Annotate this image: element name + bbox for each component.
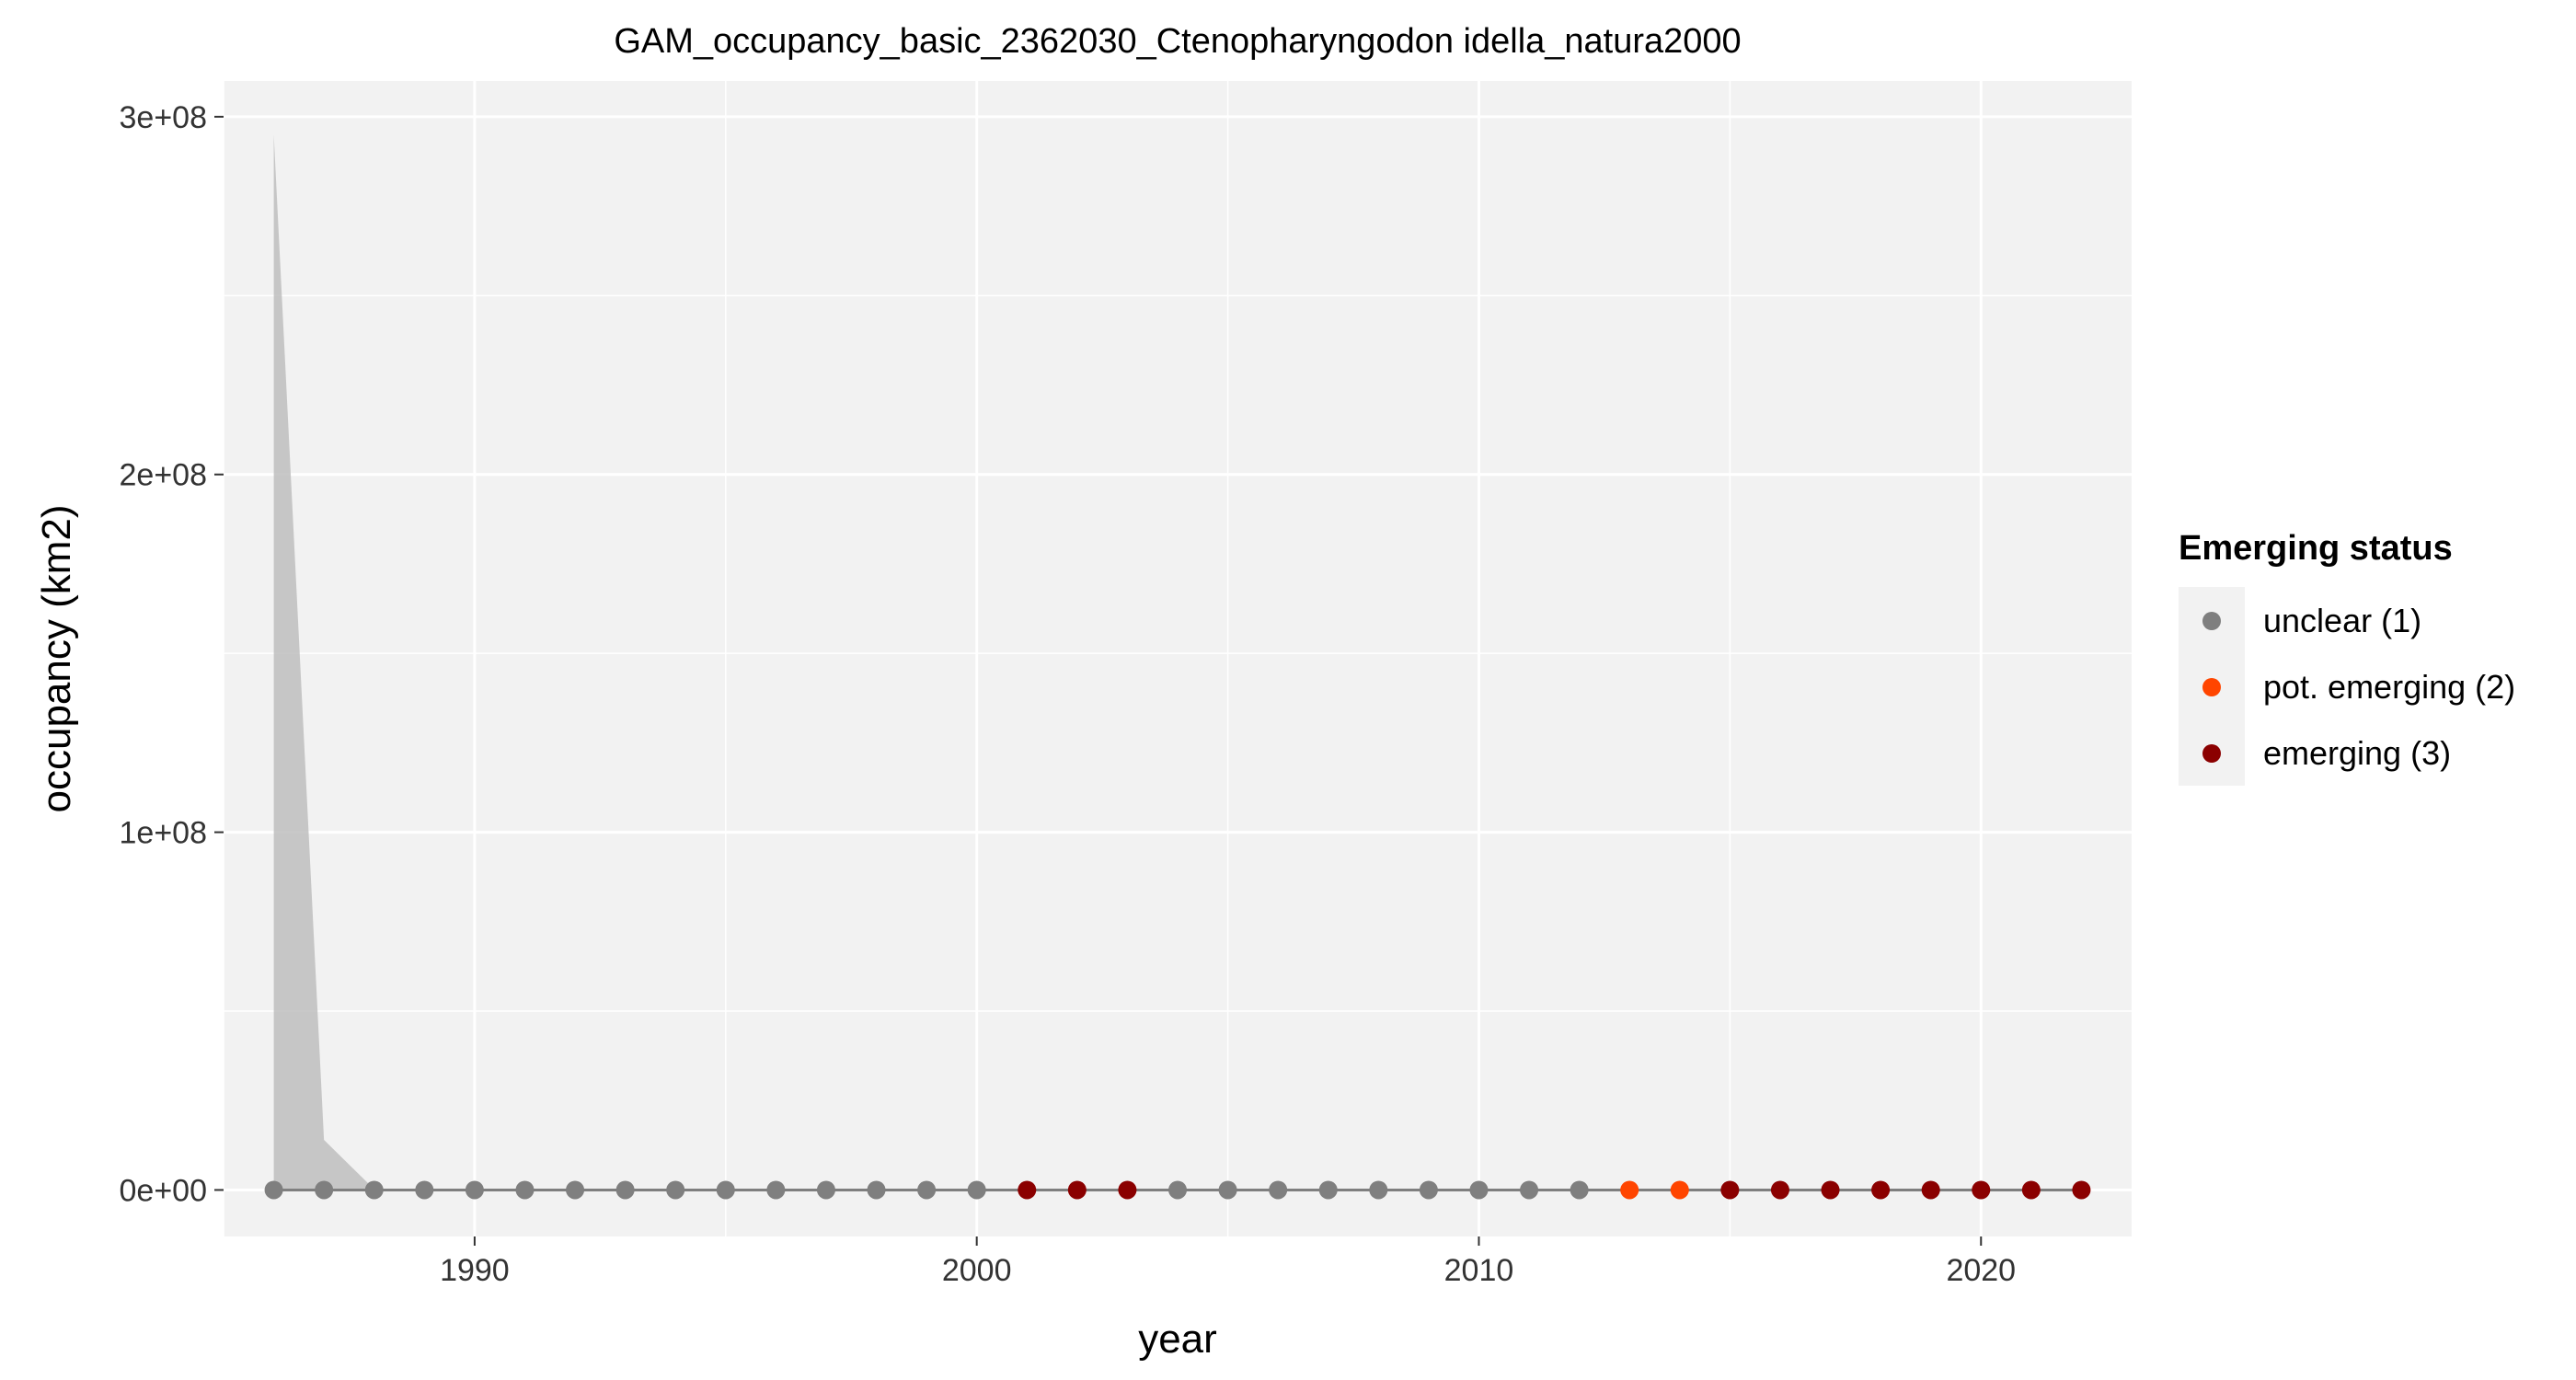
- data-point: [415, 1180, 434, 1200]
- data-point: [1118, 1180, 1137, 1200]
- data-point: [364, 1180, 384, 1200]
- data-point: [264, 1180, 283, 1200]
- plot-panel: [224, 81, 2132, 1236]
- y-tick-label: 1e+08: [120, 816, 208, 851]
- legend-key: [2202, 678, 2221, 696]
- data-point: [917, 1180, 937, 1200]
- data-point: [1168, 1180, 1187, 1200]
- legend-label: pot. emerging (2): [2263, 668, 2515, 706]
- legend: Emerging status unclear (1) pot. emerging…: [2179, 529, 2515, 786]
- data-point: [766, 1180, 786, 1200]
- legend-label: unclear (1): [2263, 602, 2421, 639]
- data-point: [1318, 1180, 1338, 1200]
- y-axis-title: occupancy (km2): [34, 504, 79, 812]
- x-tick-label: 1990: [440, 1253, 510, 1288]
- legend-label: emerging (3): [2263, 734, 2451, 772]
- data-point: [1972, 1180, 1991, 1200]
- y-axis: 0e+00 1e+08 2e+08 3e+08: [120, 100, 224, 1208]
- data-point: [1218, 1180, 1237, 1200]
- points-layer: [264, 1180, 2091, 1200]
- data-point: [1469, 1180, 1489, 1200]
- data-point: [1770, 1180, 1789, 1200]
- x-axis-title: year: [1138, 1317, 1217, 1362]
- data-point: [1720, 1180, 1740, 1200]
- data-point: [1921, 1180, 1940, 1200]
- data-point: [1821, 1180, 1840, 1200]
- data-point: [666, 1180, 685, 1200]
- data-point: [816, 1180, 835, 1200]
- y-tick-label: 3e+08: [120, 100, 208, 135]
- x-tick-label: 2010: [1444, 1253, 1514, 1288]
- data-point: [1520, 1180, 1539, 1200]
- data-point: [967, 1180, 986, 1200]
- x-axis: 1990 2000 2010 2020: [440, 1236, 2016, 1288]
- data-point: [867, 1180, 886, 1200]
- data-point: [615, 1180, 635, 1200]
- chart-title: GAM_occupancy_basic_2362030_Ctenopharyng…: [614, 22, 1741, 61]
- data-point: [1670, 1180, 1689, 1200]
- data-point: [465, 1180, 484, 1200]
- data-point: [315, 1180, 334, 1200]
- data-point: [2021, 1180, 2041, 1200]
- y-tick-label: 0e+00: [120, 1173, 208, 1208]
- data-point: [2072, 1180, 2091, 1200]
- minor-gridlines: [223, 81, 2132, 1236]
- legend-key: [2202, 612, 2221, 630]
- data-point: [515, 1180, 535, 1200]
- data-point: [1570, 1180, 1589, 1200]
- x-tick-label: 2000: [942, 1253, 1012, 1288]
- x-tick-label: 2020: [1946, 1253, 2016, 1288]
- data-point: [1067, 1180, 1087, 1200]
- legend-key: [2202, 744, 2221, 763]
- data-point: [1419, 1180, 1438, 1200]
- data-point: [1620, 1180, 1639, 1200]
- data-point: [716, 1180, 735, 1200]
- data-point: [1018, 1180, 1037, 1200]
- legend-title: Emerging status: [2179, 529, 2453, 568]
- y-tick-label: 2e+08: [120, 458, 208, 493]
- data-point: [566, 1180, 585, 1200]
- data-point: [1871, 1180, 1891, 1200]
- data-point: [1369, 1180, 1388, 1200]
- data-point: [1269, 1180, 1288, 1200]
